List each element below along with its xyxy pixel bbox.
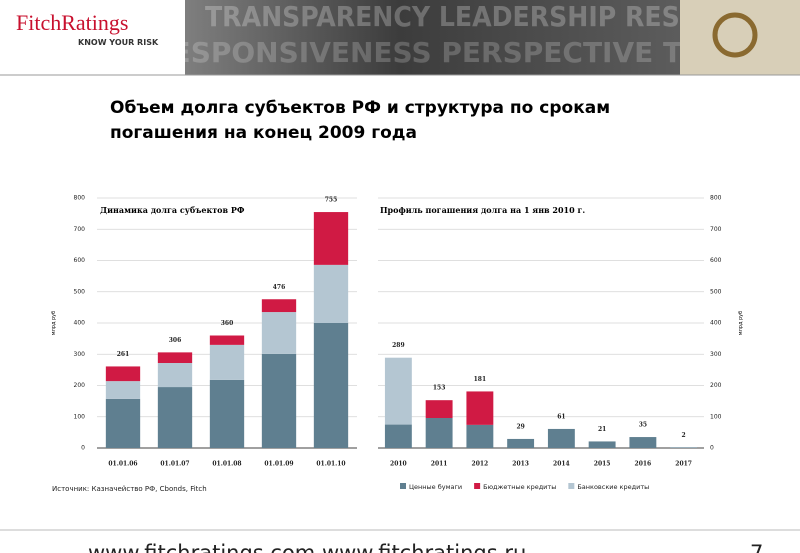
footer-links: www.fitchratings.com www.fitchratings.ru [88, 541, 526, 553]
chart-title: Динамика долга субъектов РФ [100, 205, 245, 215]
total-label: 289 [392, 342, 405, 349]
bar-segment [157, 363, 193, 388]
legend-label: Банковские кредиты [577, 483, 649, 491]
bar-segment [670, 447, 698, 448]
total-label: 21 [598, 426, 606, 433]
x-tick-label: 2011 [431, 461, 448, 468]
total-label: 306 [169, 337, 182, 344]
bar-segment [629, 437, 657, 448]
total-label: 755 [325, 197, 338, 204]
legend: Ценные бумаги Бюджетные кредиты Банковские… [400, 483, 649, 491]
x-tick-label: 2013 [512, 461, 529, 468]
y-tick-label: 500 [74, 288, 86, 295]
total-label: 61 [557, 413, 565, 420]
total-label: 181 [474, 376, 487, 383]
y-axis-label: млрд руб [738, 311, 744, 335]
y-tick-label: 700 [710, 226, 722, 233]
bar-segment [105, 381, 141, 399]
x-tick-label: 01.01.08 [212, 461, 241, 468]
legend-swatch [568, 483, 575, 489]
total-label: 261 [117, 351, 130, 358]
y-tick-label: 300 [74, 351, 86, 358]
bar-segment [209, 379, 245, 448]
magnifier [712, 12, 758, 58]
total-label: 35 [639, 422, 647, 429]
bar-segment [261, 299, 297, 313]
x-tick-label: 2014 [553, 461, 570, 468]
x-tick-label: 01.01.10 [316, 461, 345, 468]
legend-label: Ценные бумаги [409, 483, 462, 491]
y-tick-label: 800 [710, 195, 722, 202]
bar-segment [209, 344, 245, 380]
slide-title: Объем долга субъектов РФ и структура по … [110, 98, 611, 143]
page-number: 7 [750, 541, 763, 553]
bar-segment [384, 424, 412, 448]
y-tick-label: 100 [74, 413, 86, 420]
x-tick-label: 2010 [390, 461, 407, 468]
bar-segment [261, 312, 297, 354]
x-tick-label: 2015 [594, 461, 611, 468]
bar-segment [261, 353, 297, 448]
y-tick-label: 0 [710, 445, 714, 452]
x-tick-label: 2016 [635, 461, 652, 468]
legend-label: Бюджетные кредиты [483, 483, 556, 491]
x-tick-label: 01.01.06 [108, 461, 137, 468]
bar-segment [313, 264, 349, 323]
bar-segment [507, 438, 535, 448]
y-tick-label: 0 [81, 445, 85, 452]
bar-segment [466, 424, 494, 448]
total-label: 360 [221, 320, 234, 327]
chart-title: Профиль погашения долга на 1 янв 2010 г. [380, 205, 585, 215]
bar-segment [313, 323, 349, 448]
title-box: Объем долга субъектов РФ и структура по … [110, 98, 611, 143]
y-tick-label: 500 [710, 288, 722, 295]
legend-swatch [474, 483, 481, 489]
total-label: 153 [433, 385, 446, 392]
tagline: KNOW YOUR RISK [78, 38, 159, 47]
bar-segment [588, 441, 616, 448]
x-tick-label: 01.01.07 [160, 461, 189, 468]
bar-segment [157, 387, 193, 448]
x-tick-label: 2017 [675, 461, 692, 468]
bar-segment [105, 366, 141, 382]
y-tick-label: 300 [710, 351, 722, 358]
y-tick-label: 600 [710, 257, 722, 264]
x-tick-label: 2012 [472, 461, 489, 468]
x-tick-label: 01.01.09 [264, 461, 293, 468]
bar-segment [105, 398, 141, 448]
total-label: 2 [682, 432, 686, 439]
legend-swatch [400, 483, 406, 489]
source: Источник: Казначейство РФ, Cbonds, Fitch [52, 485, 207, 493]
bar-segment [425, 418, 453, 448]
bar-segment [425, 400, 453, 418]
y-tick-label: 800 [74, 195, 86, 202]
y-tick-label: 400 [74, 320, 86, 327]
bar-segment [466, 391, 494, 425]
magnifier-image [680, 0, 800, 75]
bar-segment [313, 212, 349, 265]
y-tick-label: 200 [710, 382, 722, 389]
total-label: 29 [516, 423, 524, 430]
logo-area [0, 0, 185, 75]
y-tick-label: 200 [74, 382, 86, 389]
y-axis-label: млрд руб [51, 311, 57, 335]
y-tick-label: 100 [710, 413, 722, 420]
bar-segment [157, 352, 193, 363]
total-label: 476 [273, 284, 286, 291]
y-tick-label: 700 [74, 226, 86, 233]
bar-segment [384, 357, 412, 425]
bar-segment [547, 428, 575, 448]
bar-segment [209, 335, 245, 345]
y-tick-label: 600 [74, 257, 86, 264]
y-tick-label: 400 [710, 320, 722, 327]
logo: FitchRatings [16, 10, 128, 35]
